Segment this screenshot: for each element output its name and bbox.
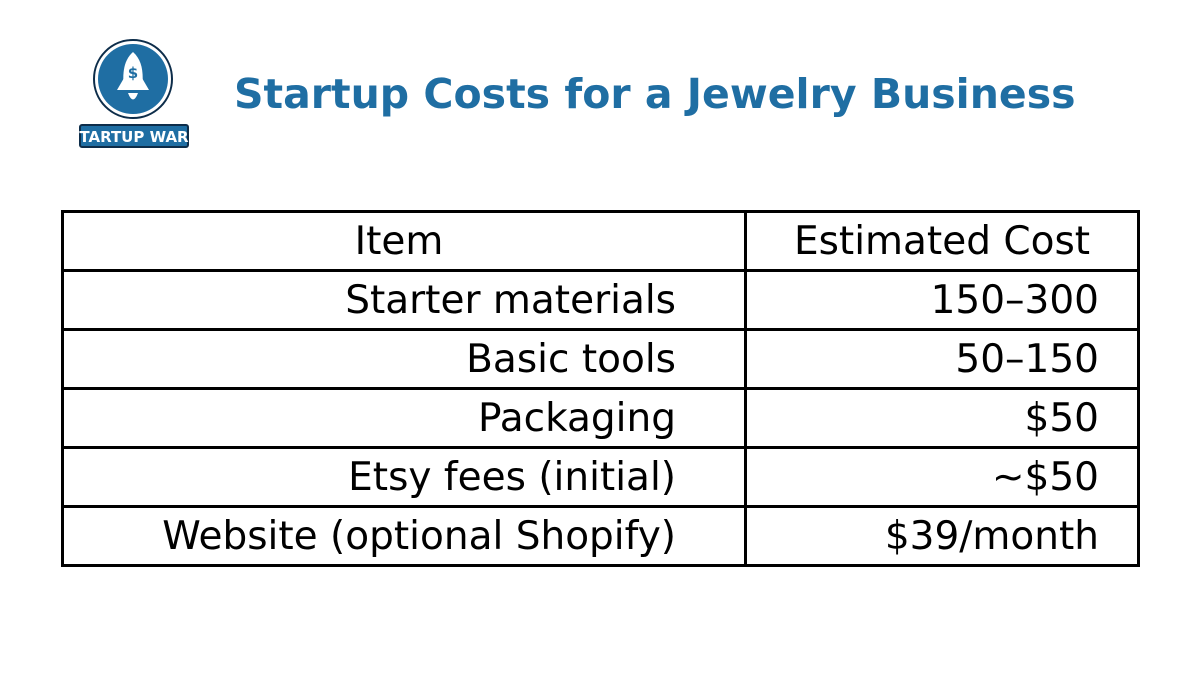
cost-cell: 50–150 bbox=[744, 328, 1140, 390]
table-row: Website (optional Shopify) $39/month bbox=[61, 505, 1140, 567]
table-row: Etsy fees (initial) ~$50 bbox=[61, 446, 1140, 508]
svg-text:$: $ bbox=[128, 64, 138, 82]
cost-cell: $50 bbox=[744, 387, 1140, 449]
table-header-row: Item Estimated Cost bbox=[61, 210, 1140, 272]
item-cell: Etsy fees (initial) bbox=[61, 446, 747, 508]
column-header-estimated-cost: Estimated Cost bbox=[744, 210, 1140, 272]
table-row: Basic tools 50–150 bbox=[61, 328, 1140, 390]
item-cell: Starter materials bbox=[61, 269, 747, 331]
item-cell: Basic tools bbox=[61, 328, 747, 390]
cost-cell: ~$50 bbox=[744, 446, 1140, 508]
cost-cell: 150–300 bbox=[744, 269, 1140, 331]
startup-costs-table: Item Estimated Cost Starter materials 15… bbox=[61, 210, 1140, 567]
table-row: Packaging $50 bbox=[61, 387, 1140, 449]
item-cell: Packaging bbox=[61, 387, 747, 449]
item-cell: Website (optional Shopify) bbox=[61, 505, 747, 567]
column-header-item: Item bbox=[61, 210, 747, 272]
cost-cell: $39/month bbox=[744, 505, 1140, 567]
table-row: Starter materials 150–300 bbox=[61, 269, 1140, 331]
page-title: Startup Costs for a Jewelry Business bbox=[234, 70, 1076, 118]
